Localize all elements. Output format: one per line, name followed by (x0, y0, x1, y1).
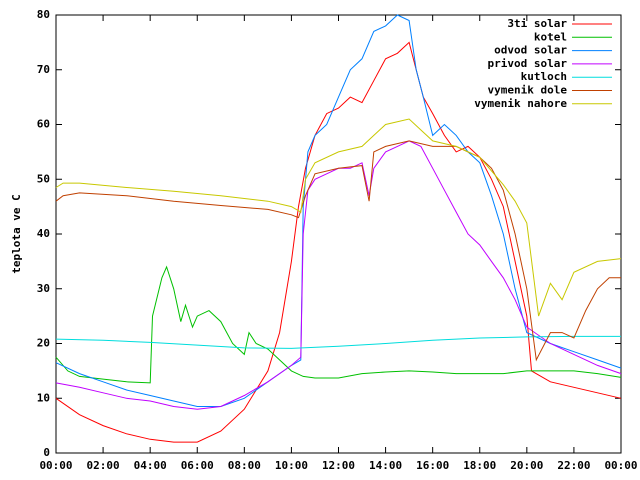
series-line (55, 118, 622, 317)
series-line (55, 140, 621, 362)
y-axis-label: teplota ve C (10, 194, 23, 273)
y-tick-label: 80 (37, 8, 50, 21)
legend-label: 3ti solar (507, 17, 567, 30)
x-tick-label: 00:00 (604, 459, 637, 472)
x-tick-label: 10:00 (275, 459, 308, 472)
y-tick-label: 0 (43, 446, 50, 459)
x-tick-label: 00:00 (39, 459, 72, 472)
y-tick-label: 40 (37, 227, 50, 240)
legend-label: odvod solar (494, 44, 567, 57)
series-line (55, 140, 622, 410)
y-tick-label: 20 (37, 337, 50, 350)
series-line (55, 265, 622, 384)
legend-label: vymenik nahore (474, 97, 567, 110)
legend-label: kotel (534, 30, 567, 43)
series-line (55, 335, 621, 349)
series-line (55, 14, 622, 407)
x-tick-label: 18:00 (463, 459, 496, 472)
x-tick-label: 02:00 (87, 459, 120, 472)
legend-label: privod solar (488, 57, 568, 70)
y-tick-label: 70 (37, 63, 50, 76)
x-tick-label: 06:00 (181, 459, 214, 472)
y-tick-label: 60 (37, 118, 50, 131)
series-line (55, 41, 622, 443)
x-tick-label: 14:00 (369, 459, 402, 472)
x-tick-label: 04:00 (134, 459, 167, 472)
x-tick-label: 20:00 (510, 459, 543, 472)
x-tick-label: 16:00 (416, 459, 449, 472)
y-tick-label: 10 (37, 391, 50, 404)
y-tick-label: 50 (37, 172, 50, 185)
legend-label: kutloch (521, 70, 567, 83)
x-tick-label: 22:00 (557, 459, 590, 472)
x-tick-label: 08:00 (228, 459, 261, 472)
x-tick-label: 12:00 (322, 459, 355, 472)
legend-label: vymenik dole (488, 84, 568, 97)
y-tick-label: 30 (37, 282, 50, 295)
